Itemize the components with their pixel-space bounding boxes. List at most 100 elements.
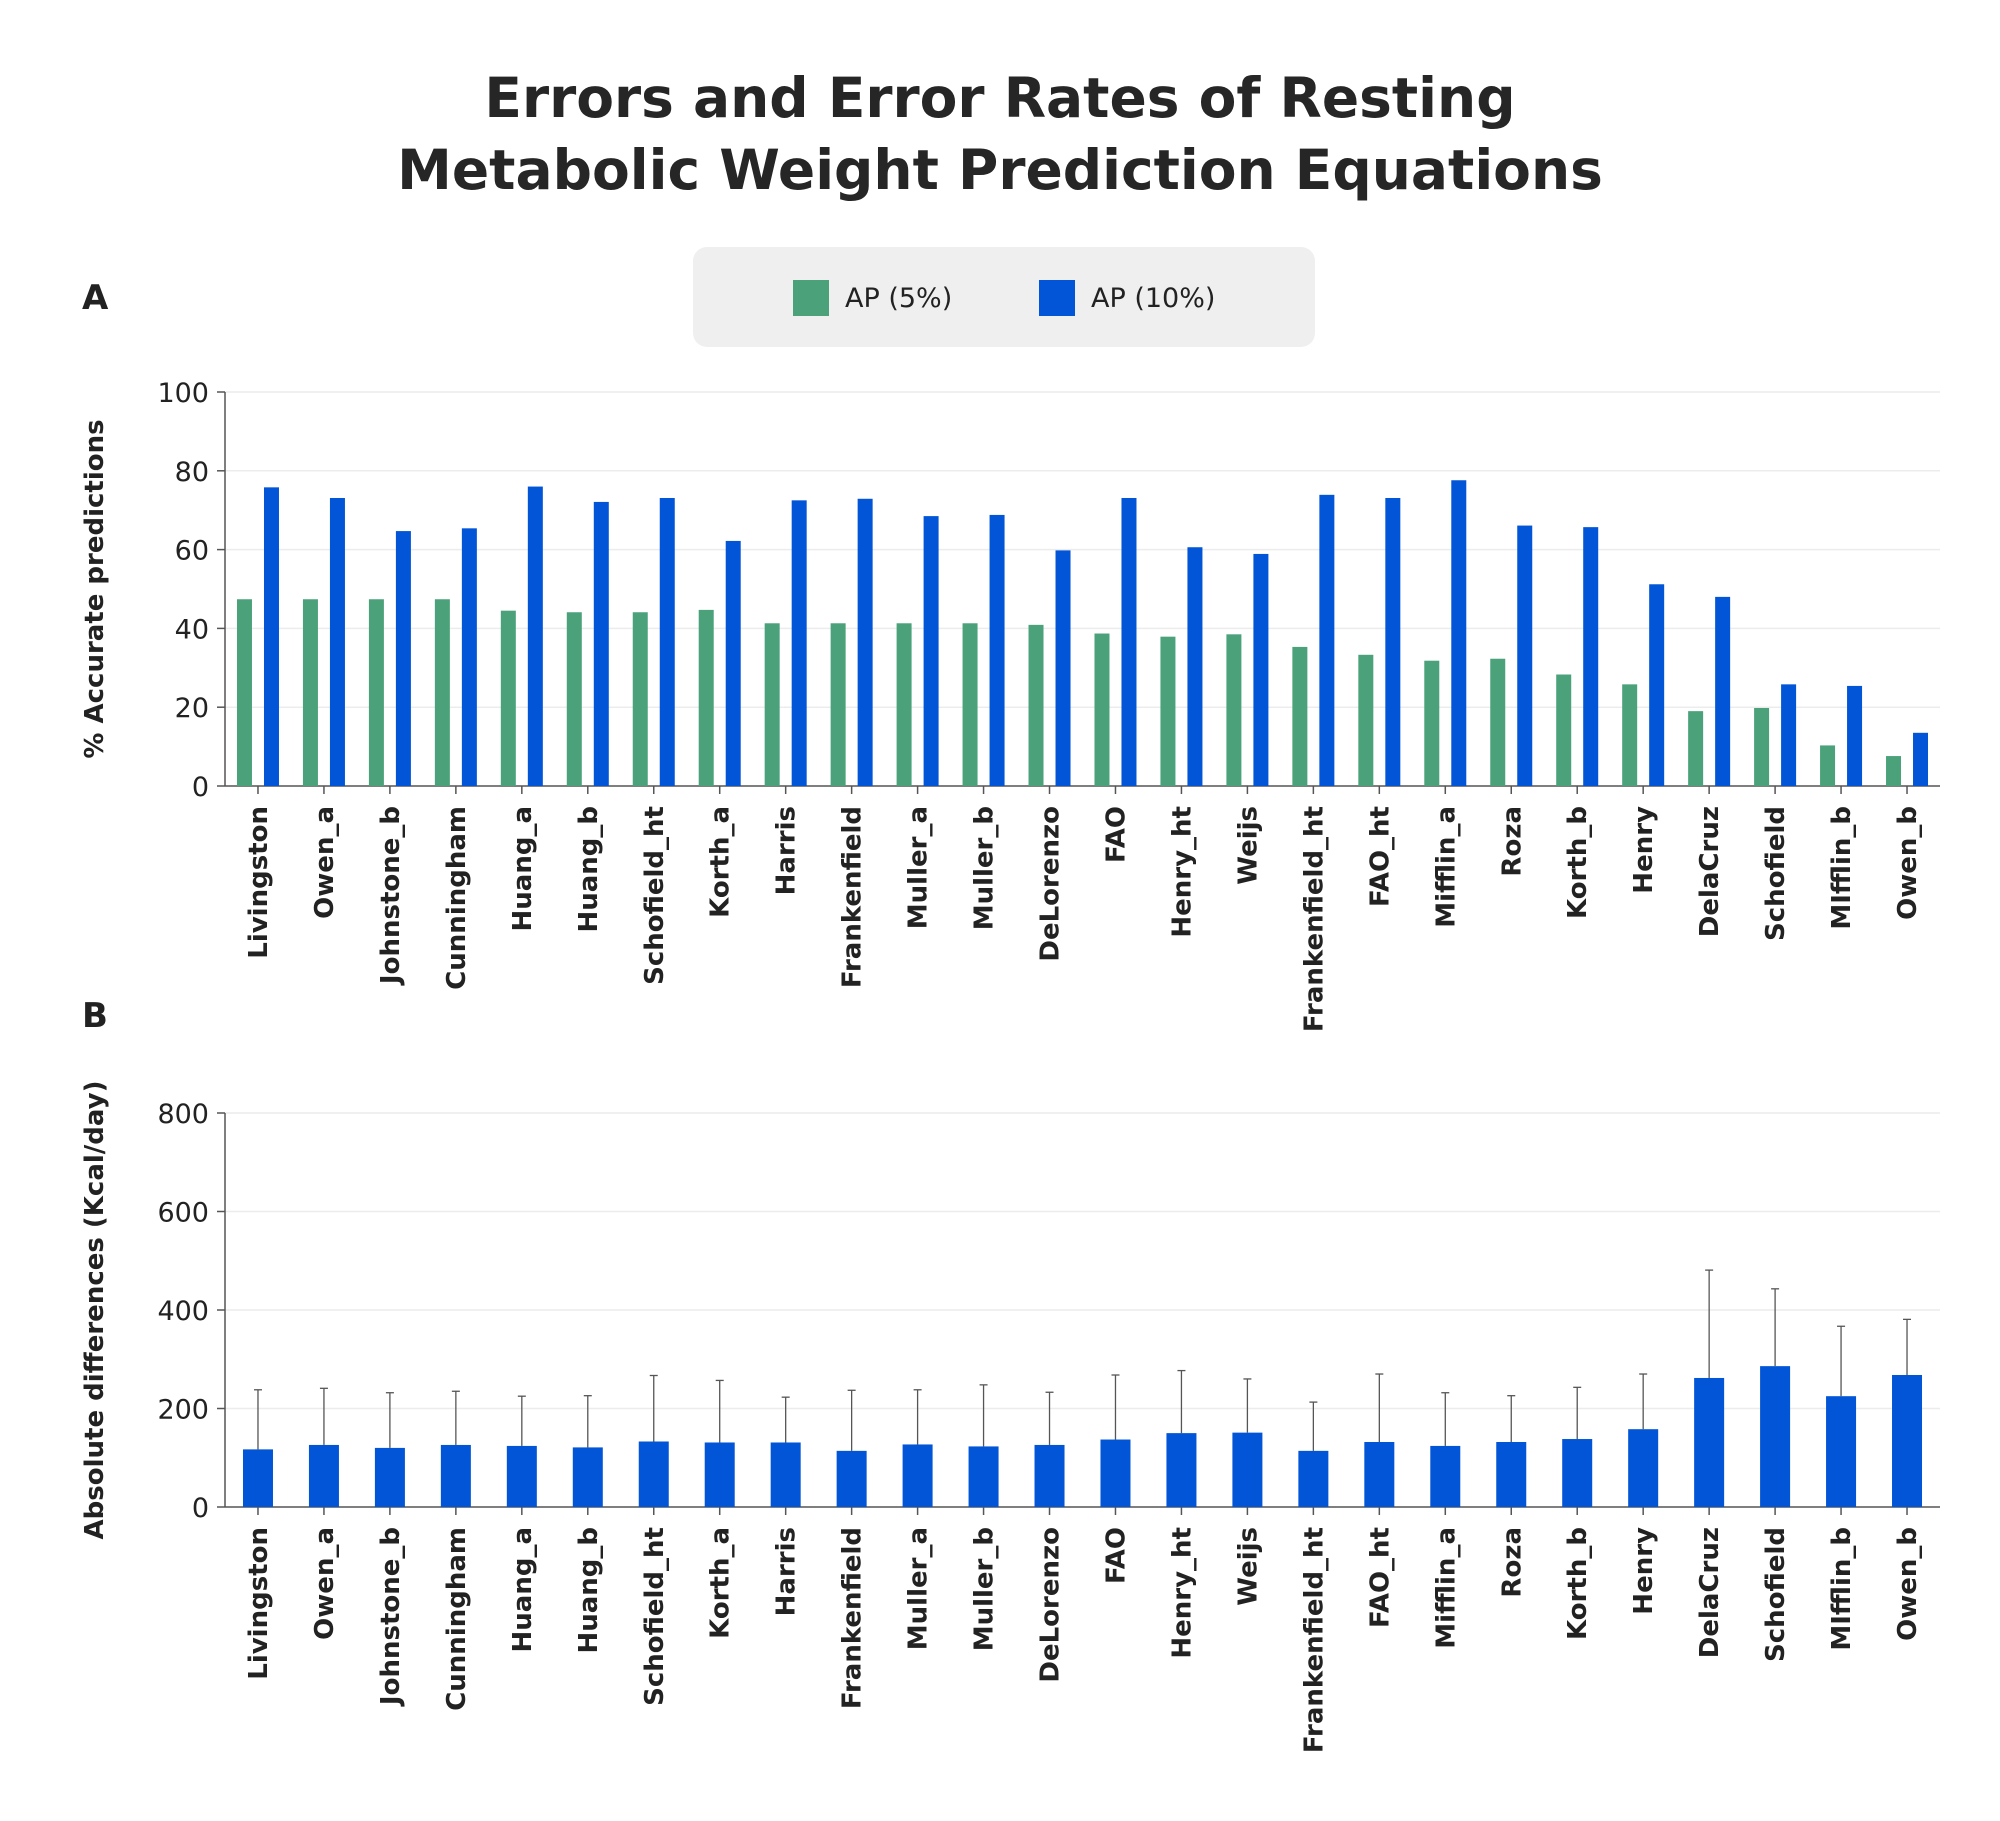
x-tick-label: Roza <box>1497 806 1527 877</box>
x-tick-label: Muller_b <box>970 806 1000 930</box>
bar-mifflin-b <box>1826 1396 1857 1507</box>
x-tick-label: Schofield <box>1761 806 1791 941</box>
bar-weijs-ap5 <box>1226 634 1242 786</box>
y-tick-label: 100 <box>157 378 209 409</box>
panel-b-chart: 0 200 400 600 800 Absolute differences (Kcal/… <box>80 1081 1940 1753</box>
x-tick-label: Muller_a <box>904 1527 934 1650</box>
x-tick-label: Muller_b <box>970 1527 1000 1651</box>
y-tick-label: 0 <box>192 1493 209 1524</box>
bar-delacruz-ap10 <box>1715 596 1731 786</box>
x-tick-label: Huang_b <box>574 806 604 933</box>
bar-weijs-ap10 <box>1253 553 1269 786</box>
chart-title-line-2: Metabolic Weight Prediction Equations <box>397 138 1603 202</box>
bar-fao-ap10 <box>1121 497 1137 786</box>
x-tick-label: Henry <box>1629 1527 1659 1615</box>
bar-schofield-ht-ap5 <box>632 612 648 786</box>
bar-huang-a <box>506 1445 537 1507</box>
bar-fao-ap5 <box>1094 633 1110 786</box>
bar-mifflin-b-ap5 <box>1820 745 1836 786</box>
bar-henry-ht <box>1166 1433 1197 1507</box>
bar-muller-a <box>902 1444 933 1507</box>
x-tick-label: Muller_a <box>904 806 934 929</box>
bar-frankenfield-ht-ap10 <box>1319 494 1335 786</box>
x-tick-label: Henry_ht <box>1167 1527 1197 1659</box>
bar-korth-a-ap5 <box>698 609 714 786</box>
y-tick-label: 200 <box>157 1395 209 1426</box>
x-tick-label: Johnstone_b <box>376 806 406 986</box>
bar-delacruz <box>1694 1377 1725 1507</box>
x-tick-label: DelaCruz <box>1695 1527 1725 1658</box>
bar-johnstone-b-ap5 <box>368 599 384 786</box>
bar-muller-b <box>968 1446 999 1507</box>
bar-fao <box>1100 1439 1131 1507</box>
bar-korth-a-ap10 <box>725 540 741 786</box>
x-tick-label: DelaCruz <box>1695 806 1725 937</box>
x-tick-label: Cunningham <box>442 806 472 990</box>
legend-swatch-ap10 <box>1039 280 1075 316</box>
x-tick-label: Owen_b <box>1893 806 1923 920</box>
bar-henry-ht-ap5 <box>1160 636 1176 786</box>
bar-delorenzo-ap5 <box>1028 624 1044 786</box>
x-tick-label: Johnstone_b <box>376 1527 406 1707</box>
x-tick-label: Weijs <box>1233 1527 1263 1606</box>
legend-label-ap10: AP (10%) <box>1091 282 1216 314</box>
x-tick-label: FAO <box>1101 806 1131 863</box>
legend-swatch-ap5 <box>793 280 829 316</box>
bar-fao-ht-ap10 <box>1385 497 1401 786</box>
x-tick-label: Mifflin_a <box>1431 1527 1461 1649</box>
y-tick-label: 600 <box>157 1198 209 1229</box>
x-tick-label: Frankenfield <box>838 1527 868 1709</box>
bar-owen-a-ap5 <box>302 599 318 786</box>
bar-henry-ap5 <box>1622 684 1638 786</box>
bar-delorenzo <box>1034 1444 1065 1507</box>
bar-muller-b-ap10 <box>989 514 1005 786</box>
x-tick-label: Henry_ht <box>1167 806 1197 938</box>
y-tick-label: 40 <box>175 614 209 645</box>
x-tick-label: FAO_ht <box>1365 806 1395 907</box>
bar-huang-b-ap10 <box>593 501 609 786</box>
x-tick-label: Henry <box>1629 806 1659 894</box>
bar-schofield <box>1760 1366 1791 1507</box>
bar-owen-b-ap5 <box>1886 756 1902 786</box>
bar-cunningham <box>440 1444 471 1507</box>
bar-muller-a-ap10 <box>923 516 939 786</box>
x-tick-label: Korth_a <box>706 1527 736 1639</box>
x-tick-label: Schofield_ht <box>640 1527 670 1706</box>
bar-frankenfield-ht-ap5 <box>1292 646 1308 786</box>
bar-johnstone-b-ap10 <box>395 531 411 786</box>
bar-korth-b-ap5 <box>1556 674 1572 786</box>
x-tick-label: DeLorenzo <box>1036 1527 1066 1683</box>
x-tick-label: Korth_a <box>706 806 736 918</box>
bar-roza <box>1496 1441 1527 1507</box>
bar-johnstone-b <box>374 1447 405 1507</box>
x-tick-label: Schofield <box>1761 1527 1791 1662</box>
x-tick-label: Owen_a <box>310 1527 340 1640</box>
legend-item-ap5: AP (5%) <box>793 280 952 316</box>
x-tick-label: Roza <box>1497 1527 1527 1598</box>
y-tick-label: 0 <box>192 772 209 803</box>
x-tick-label: Huang_a <box>508 806 538 931</box>
bar-harris <box>770 1442 801 1507</box>
x-tick-label: Frankenfield_ht <box>1299 1527 1329 1753</box>
panel-a-label: A <box>82 278 109 318</box>
x-tick-label: DeLorenzo <box>1036 806 1066 962</box>
x-tick-label: Owen_a <box>310 806 340 919</box>
bar-schofield-ap10 <box>1781 684 1797 786</box>
x-tick-label: Harris <box>772 1527 802 1616</box>
y-axis-label: Absolute differences (Kcal/day) <box>80 1081 110 1540</box>
x-tick-label: MIfflin_b <box>1827 1527 1857 1651</box>
bar-henry-ht-ap10 <box>1187 547 1203 786</box>
bar-livingston-ap5 <box>236 599 252 786</box>
bar-huang-b <box>572 1447 603 1507</box>
y-tick-label: 20 <box>175 693 209 724</box>
bar-korth-b-ap10 <box>1583 527 1599 786</box>
bar-muller-a-ap5 <box>896 623 912 786</box>
x-tick-label: Korth_b <box>1563 806 1593 919</box>
chart-title-line-1: Errors and Error Rates of Resting <box>484 66 1516 130</box>
bar-frankenfield-ap5 <box>830 623 846 786</box>
bar-huang-a-ap5 <box>500 610 516 786</box>
bar-frankenfield-ap10 <box>857 498 873 786</box>
x-tick-label: Huang_a <box>508 1527 538 1652</box>
bar-korth-b <box>1562 1439 1593 1507</box>
